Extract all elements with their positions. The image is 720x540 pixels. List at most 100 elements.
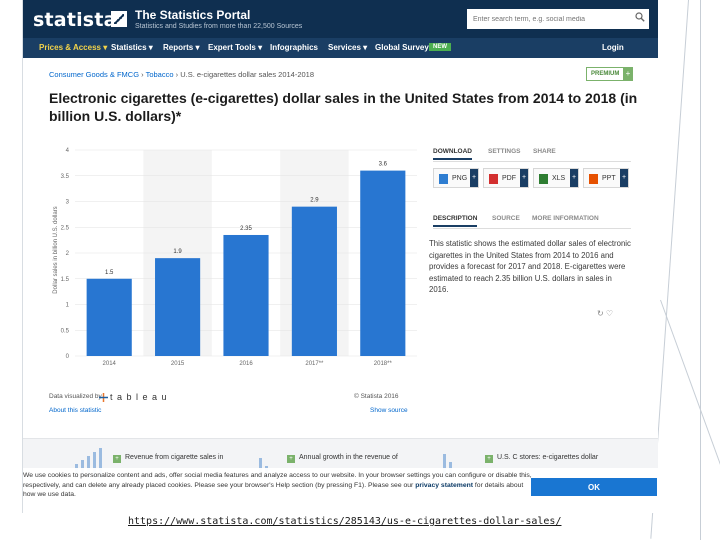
thumbnail-bar (93, 452, 96, 478)
premium-plus-icon[interactable]: + (623, 67, 633, 81)
chart-x-tick-label: 2018** (374, 361, 393, 367)
info-tabs: DESCRIPTION SOURCE MORE INFORMATION (433, 215, 631, 229)
nav-reports[interactable]: Reports ▾ (163, 43, 200, 52)
chart-data-labels: 1.5 1.9 2.35 2.9 3.6 (105, 162, 388, 276)
tab-more-information[interactable]: MORE INFORMATION (532, 215, 599, 222)
breadcrumb-separator: › (175, 70, 181, 79)
portal-title: The Statistics Portal (135, 8, 251, 22)
download-tabs: DOWNLOAD SETTINGS SHARE (433, 148, 631, 162)
plus-icon: + (470, 169, 478, 187)
plus-icon[interactable]: + (485, 455, 493, 463)
download-xls-button[interactable]: XLS + (533, 168, 579, 188)
page-title: Electronic cigarettes (e-cigarettes) dol… (49, 90, 638, 124)
statistic-description: This statistic shows the estimated dolla… (429, 239, 631, 295)
download-png-button[interactable]: PNG + (433, 168, 479, 188)
cookie-text-suffix: for details about how we use data. (23, 481, 524, 499)
chart-bars (86, 170, 406, 356)
chart-bar (360, 170, 406, 356)
cookie-text-main: We use cookies to personalize content an… (23, 472, 532, 489)
tab-source[interactable]: SOURCE (492, 215, 520, 222)
chart-data-label: 3.6 (379, 162, 388, 168)
chart-bar (223, 234, 269, 356)
related-title[interactable]: U.S. C stores: e-cigarettes dollar (497, 454, 599, 461)
tab-share[interactable]: SHARE (533, 148, 556, 155)
portal-subtitle: Statistics and Studies from more than 22… (135, 23, 303, 30)
main-nav: Prices & Access ▾ Statistics ▾ Reports ▾… (23, 38, 658, 58)
copyright-text: © Statista 2016 (354, 393, 399, 400)
download-xls-label: XLS (552, 175, 566, 182)
download-png-label: PNG (452, 175, 468, 182)
search-icon[interactable] (635, 12, 645, 22)
tableau-logo-icon (99, 393, 108, 402)
tab-download[interactable]: DOWNLOAD (433, 148, 472, 160)
thumbnail-bar (443, 454, 446, 478)
chart-y-axis: 0 0.5 1 1.5 2 2.5 3 3.5 4 (61, 148, 70, 360)
nav-services[interactable]: Services ▾ (328, 43, 368, 52)
nav-global-survey[interactable]: Global Survey (375, 43, 429, 52)
chart-y-tick-label: 1 (66, 303, 70, 309)
statista-logo[interactable]: statista (33, 9, 117, 31)
login-link[interactable]: Login (602, 43, 624, 52)
nav-infographics[interactable]: Infographics (270, 43, 319, 52)
chart-data-label: 2.35 (240, 226, 252, 232)
plus-icon: + (570, 169, 578, 187)
statista-logo-icon (111, 11, 127, 27)
thumbnail-bar (99, 448, 102, 478)
tab-description[interactable]: DESCRIPTION (433, 215, 478, 227)
plus-icon: + (620, 169, 628, 187)
plus-icon[interactable]: + (113, 455, 121, 463)
breadcrumb-consumer-goods[interactable]: Consumer Goods & FMCG (49, 70, 140, 79)
decorative-line (660, 299, 720, 526)
show-source-link[interactable]: Show source (370, 407, 408, 414)
chart-data-label: 2.9 (310, 198, 319, 204)
chart-y-tick-label: 0 (66, 354, 70, 360)
chart-x-tick-label: 2016 (239, 361, 253, 367)
chart-bar (86, 278, 132, 356)
related-title[interactable]: Revenue from cigarette sales in (125, 454, 224, 461)
chart-data-label: 1.9 (173, 249, 182, 255)
search-input[interactable] (467, 9, 649, 29)
related-title[interactable]: Annual growth in the revenue of (299, 454, 398, 461)
breadcrumb-current: U.S. e-cigarettes dollar sales 2014-2018 (180, 70, 315, 79)
top-header: statista The Statistics Portal Statistic… (23, 0, 658, 38)
chart-bar (155, 258, 201, 356)
chart-y-tick-label: 2 (66, 251, 70, 257)
panel-action-icons[interactable]: ↻ ♡ (597, 309, 614, 318)
cookie-text: We use cookies to personalize content an… (23, 471, 533, 500)
breadcrumb-separator: › (141, 70, 146, 79)
png-file-icon (439, 174, 448, 184)
thumbnail-bar (87, 456, 90, 478)
chart-x-tick-label: 2015 (171, 361, 185, 367)
chart-data-label: 1.5 (105, 270, 114, 276)
chart-y-tick-label: 3.5 (61, 174, 70, 180)
download-pdf-button[interactable]: PDF + (483, 168, 529, 188)
breadcrumb-tobacco[interactable]: Tobacco (145, 70, 174, 79)
cookie-ok-button[interactable]: OK (531, 478, 657, 496)
ppt-file-icon (589, 174, 598, 184)
chart-y-tick-label: 3 (66, 200, 70, 206)
source-url-caption[interactable]: https://www.statista.com/statistics/2851… (128, 516, 562, 527)
chart-y-tick-label: 1.5 (61, 277, 70, 283)
nav-expert-tools[interactable]: Expert Tools ▾ (208, 43, 263, 52)
tab-settings[interactable]: SETTINGS (488, 148, 521, 155)
pdf-file-icon (489, 174, 498, 184)
download-ppt-button[interactable]: PPT + (583, 168, 629, 188)
about-statistic-link[interactable]: About this statistic (49, 407, 102, 414)
new-badge: NEW (429, 43, 451, 51)
tableau-logo[interactable]: t a b l e a u (110, 392, 168, 402)
nav-statistics[interactable]: Statistics ▾ (111, 43, 153, 52)
chart-bar (291, 206, 337, 356)
browser-screenshot: statista The Statistics Portal Statistic… (22, 0, 658, 513)
chart-y-tick-label: 2.5 (61, 225, 70, 231)
download-pdf-label: PDF (502, 175, 516, 182)
chart-y-axis-title: Dollar sales in billion U.S. dollars (53, 206, 59, 293)
download-ppt-label: PPT (602, 175, 616, 182)
premium-button[interactable]: PREMIUM (586, 67, 632, 81)
chart-y-tick-label: 0.5 (61, 328, 70, 334)
breadcrumb: Consumer Goods & FMCG › Tobacco › U.S. e… (49, 70, 314, 79)
nav-prices-access[interactable]: Prices & Access ▾ (39, 43, 108, 52)
privacy-statement-link[interactable]: privacy statement (415, 481, 474, 489)
plus-icon[interactable]: + (287, 455, 295, 463)
cookie-text-prefix: Please see our (367, 481, 414, 489)
